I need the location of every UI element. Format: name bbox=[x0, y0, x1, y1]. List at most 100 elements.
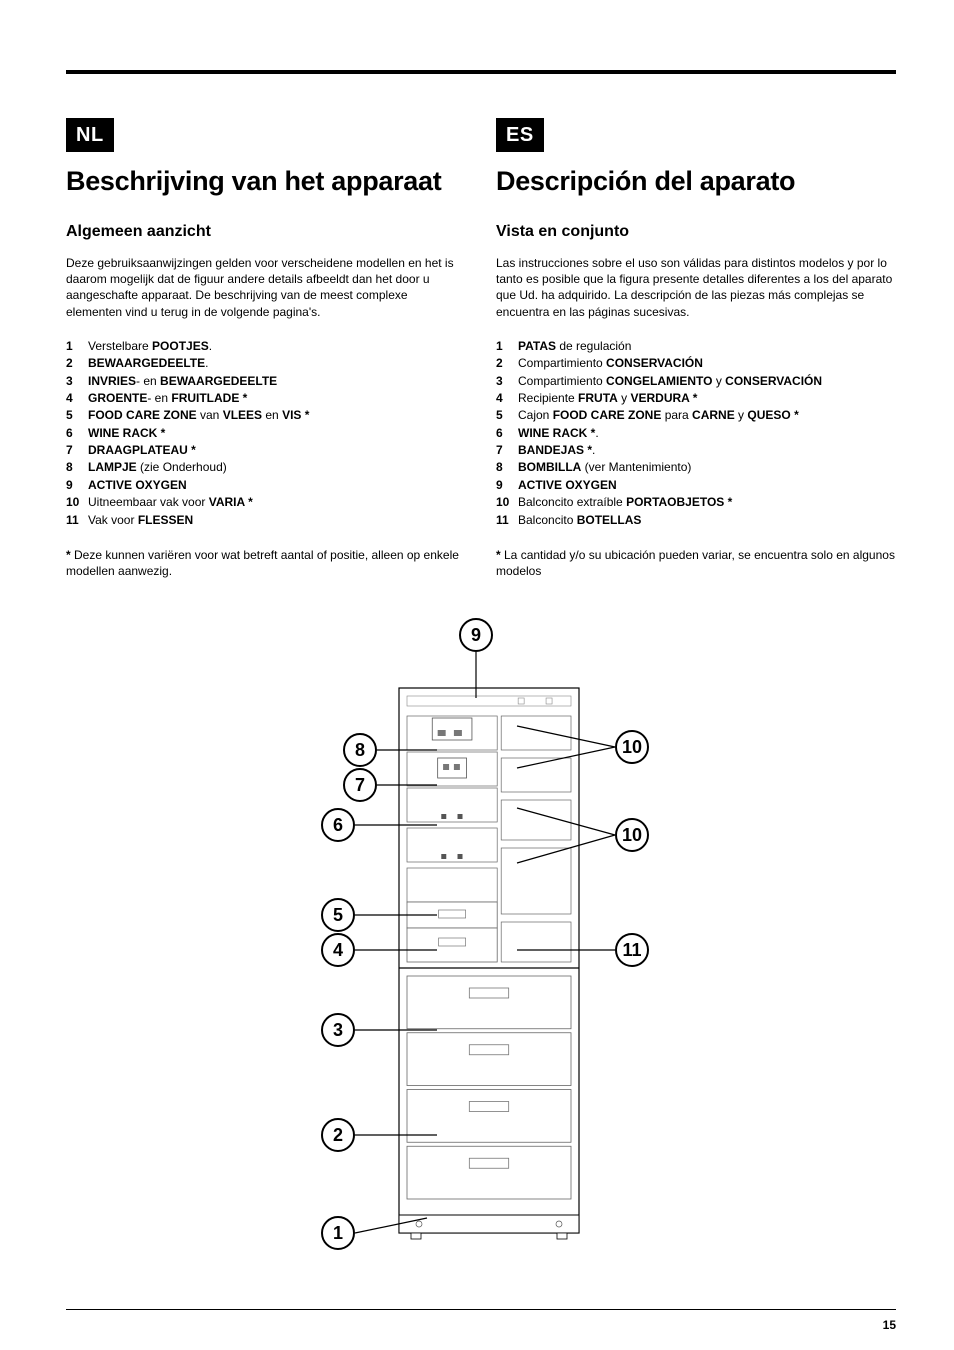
item-number: 1 bbox=[496, 338, 518, 355]
top-rule bbox=[66, 70, 896, 74]
item-text: Verstelbare POOTJES. bbox=[88, 338, 212, 355]
diagram-wrap: 9 87 6 54 3 2 1 10 10 11 bbox=[0, 618, 954, 1258]
item-number: 6 bbox=[496, 425, 518, 442]
list-item: 11Vak voor FLESSEN bbox=[66, 512, 466, 529]
item-number: 7 bbox=[66, 442, 88, 459]
item-number: 7 bbox=[496, 442, 518, 459]
item-number: 2 bbox=[496, 355, 518, 372]
lang-badge-nl: NL bbox=[66, 118, 114, 152]
callout-bubble-2: 2 bbox=[321, 1118, 355, 1152]
list-item: 1Verstelbare POOTJES. bbox=[66, 338, 466, 355]
title-es: Descripción del aparato bbox=[496, 166, 896, 197]
list-item: 11Balconcito BOTELLAS bbox=[496, 512, 896, 529]
item-number: 11 bbox=[66, 512, 88, 529]
item-number: 10 bbox=[66, 494, 88, 511]
item-text: ACTIVE OXYGEN bbox=[88, 477, 187, 494]
list-item: 5Cajon FOOD CARE ZONE para CARNE y QUESO… bbox=[496, 407, 896, 424]
item-text: BEWAARGEDEELTE. bbox=[88, 355, 208, 372]
item-number: 3 bbox=[66, 373, 88, 390]
callout-bubble-9: 9 bbox=[459, 618, 493, 652]
columns: NL Beschrijving van het apparaat Algemee… bbox=[66, 118, 896, 579]
list-item: 5FOOD CARE ZONE van VLEES en VIS * bbox=[66, 407, 466, 424]
item-text: LAMPJE (zie Onderhoud) bbox=[88, 459, 227, 476]
note-nl: * Deze kunnen variëren voor wat betreft … bbox=[66, 547, 466, 579]
item-number: 5 bbox=[66, 407, 88, 424]
title-nl: Beschrijving van het apparaat bbox=[66, 166, 466, 197]
item-number: 4 bbox=[496, 390, 518, 407]
callout-bubble-7: 7 bbox=[343, 768, 377, 802]
callout-bubble-8: 8 bbox=[343, 733, 377, 767]
diagram-svg bbox=[157, 618, 797, 1258]
intro-nl: Deze gebruiksaanwijzingen gelden voor ve… bbox=[66, 255, 466, 320]
column-es: ES Descripción del aparato Vista en conj… bbox=[496, 118, 896, 579]
item-text: Compartimiento CONGELAMIENTO y CONSERVAC… bbox=[518, 373, 822, 390]
callout-bubble-10: 10 bbox=[615, 730, 649, 764]
note-es: * La cantidad y/o su ubicación pueden va… bbox=[496, 547, 896, 579]
item-number: 5 bbox=[496, 407, 518, 424]
subtitle-es: Vista en conjunto bbox=[496, 223, 896, 241]
list-item: 10Balconcito extraíble PORTAOBJETOS * bbox=[496, 494, 896, 511]
intro-es: Las instrucciones sobre el uso son válid… bbox=[496, 255, 896, 320]
callout-bubble-5: 5 bbox=[321, 898, 355, 932]
item-text: Balconcito BOTELLAS bbox=[518, 512, 641, 529]
item-number: 8 bbox=[496, 459, 518, 476]
list-item: 3INVRIES- en BEWAARGEDEELTE bbox=[66, 373, 466, 390]
lang-badge-es: ES bbox=[496, 118, 544, 152]
item-text: Compartimiento CONSERVACIÓN bbox=[518, 355, 703, 372]
page-number: 15 bbox=[883, 1318, 896, 1332]
item-text: DRAAGPLATEAU * bbox=[88, 442, 196, 459]
parts-list-nl: 1Verstelbare POOTJES.2BEWAARGEDEELTE.3IN… bbox=[66, 338, 466, 529]
item-number: 10 bbox=[496, 494, 518, 511]
list-item: 6WINE RACK *. bbox=[496, 425, 896, 442]
item-text: WINE RACK * bbox=[88, 425, 165, 442]
list-item: 2Compartimiento CONSERVACIÓN bbox=[496, 355, 896, 372]
item-text: BANDEJAS *. bbox=[518, 442, 595, 459]
note-text: La cantidad y/o su ubicación pueden vari… bbox=[496, 548, 895, 578]
item-text: Uitneembaar vak voor VARIA * bbox=[88, 494, 253, 511]
list-item: 10Uitneembaar vak voor VARIA * bbox=[66, 494, 466, 511]
list-item: 7DRAAGPLATEAU * bbox=[66, 442, 466, 459]
note-text: Deze kunnen variëren voor wat betreft aa… bbox=[66, 548, 459, 578]
item-number: 3 bbox=[496, 373, 518, 390]
list-item: 1PATAS de regulación bbox=[496, 338, 896, 355]
item-text: Recipiente FRUTA y VERDURA * bbox=[518, 390, 697, 407]
item-number: 2 bbox=[66, 355, 88, 372]
item-text: Vak voor FLESSEN bbox=[88, 512, 193, 529]
item-text: GROENTE- en FRUITLADE * bbox=[88, 390, 247, 407]
subtitle-nl: Algemeen aanzicht bbox=[66, 223, 466, 241]
list-item: 9ACTIVE OXYGEN bbox=[496, 477, 896, 494]
item-number: 6 bbox=[66, 425, 88, 442]
item-number: 8 bbox=[66, 459, 88, 476]
item-text: ACTIVE OXYGEN bbox=[518, 477, 617, 494]
item-number: 9 bbox=[496, 477, 518, 494]
callout-bubble-1: 1 bbox=[321, 1216, 355, 1250]
item-text: WINE RACK *. bbox=[518, 425, 599, 442]
list-item: 4GROENTE- en FRUITLADE * bbox=[66, 390, 466, 407]
list-item: 8LAMPJE (zie Onderhoud) bbox=[66, 459, 466, 476]
list-item: 3Compartimiento CONGELAMIENTO y CONSERVA… bbox=[496, 373, 896, 390]
item-number: 11 bbox=[496, 512, 518, 529]
list-item: 8BOMBILLA (ver Mantenimiento) bbox=[496, 459, 896, 476]
parts-list-es: 1PATAS de regulación2Compartimiento CONS… bbox=[496, 338, 896, 529]
item-text: PATAS de regulación bbox=[518, 338, 631, 355]
callout-bubble-11: 11 bbox=[615, 933, 649, 967]
callout-bubble-6: 6 bbox=[321, 808, 355, 842]
item-text: Balconcito extraíble PORTAOBJETOS * bbox=[518, 494, 732, 511]
callout-bubble-4: 4 bbox=[321, 933, 355, 967]
item-text: INVRIES- en BEWAARGEDEELTE bbox=[88, 373, 277, 390]
item-number: 4 bbox=[66, 390, 88, 407]
callout-bubble-3: 3 bbox=[321, 1013, 355, 1047]
column-nl: NL Beschrijving van het apparaat Algemee… bbox=[66, 118, 466, 579]
list-item: 2BEWAARGEDEELTE. bbox=[66, 355, 466, 372]
item-number: 1 bbox=[66, 338, 88, 355]
item-text: BOMBILLA (ver Mantenimiento) bbox=[518, 459, 691, 476]
item-text: FOOD CARE ZONE van VLEES en VIS * bbox=[88, 407, 309, 424]
list-item: 4Recipiente FRUTA y VERDURA * bbox=[496, 390, 896, 407]
callout-bubble-10: 10 bbox=[615, 818, 649, 852]
list-item: 9ACTIVE OXYGEN bbox=[66, 477, 466, 494]
list-item: 7BANDEJAS *. bbox=[496, 442, 896, 459]
item-number: 9 bbox=[66, 477, 88, 494]
appliance-diagram: 9 87 6 54 3 2 1 10 10 11 bbox=[157, 618, 797, 1258]
bottom-rule bbox=[66, 1309, 896, 1310]
item-text: Cajon FOOD CARE ZONE para CARNE y QUESO … bbox=[518, 407, 799, 424]
